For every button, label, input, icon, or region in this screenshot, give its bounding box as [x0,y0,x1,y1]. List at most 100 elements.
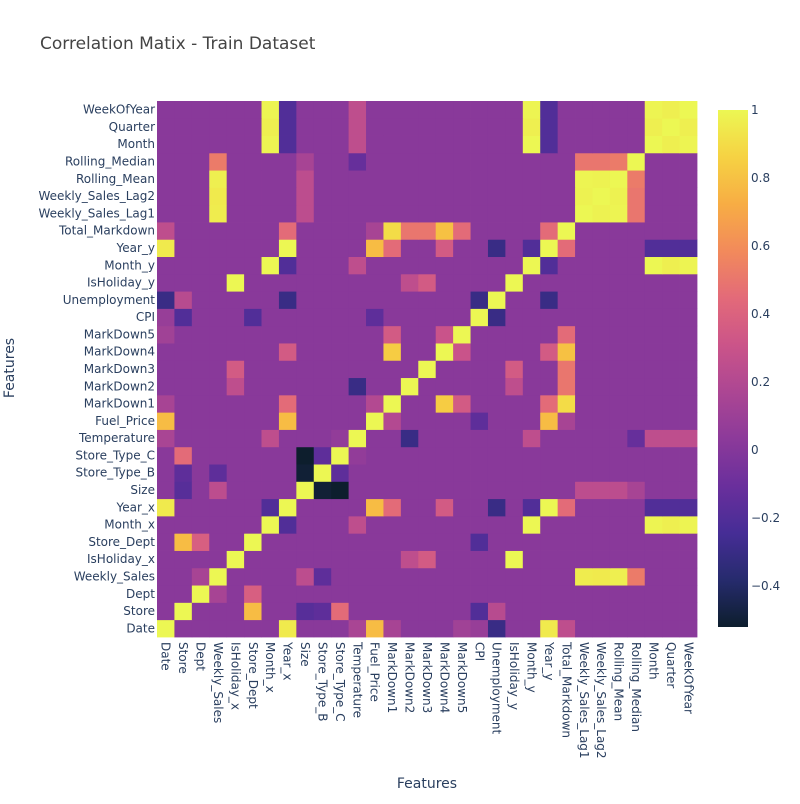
heatmap-cell [592,515,611,534]
heatmap-cell [209,118,228,136]
heatmap-cell [418,498,437,517]
heatmap-cell [331,308,350,327]
heatmap-cell [313,515,332,534]
heatmap-cell [470,619,489,638]
heatmap-cell [679,360,698,379]
heatmap-cell [261,343,280,361]
heatmap-cell [575,464,593,482]
heatmap-cell [487,619,506,638]
heatmap-cell [592,394,611,413]
heatmap-cell [418,343,437,361]
heatmap-cell [174,343,193,361]
heatmap-cell [366,291,384,309]
heatmap-cell [174,118,193,136]
heatmap-cell [418,256,437,275]
heatmap-cell [470,464,489,482]
heatmap-cell [522,291,541,309]
heatmap-cell [296,101,315,119]
heatmap-cell [261,308,280,327]
heatmap-cell [191,515,210,534]
heatmap-cell [331,550,350,569]
heatmap-cell [505,585,524,603]
heatmap-cell [540,533,559,551]
heatmap-cell [575,602,593,621]
heatmap-cell [296,464,315,482]
heatmap-cell [348,498,367,517]
heatmap-cell [453,585,471,603]
heatmap-cell [313,239,332,258]
heatmap-cell [575,135,593,154]
heatmap-cell [627,273,646,292]
y-tick-label: Year_x [115,500,155,514]
heatmap-cell [278,446,297,465]
heatmap-cell [226,135,245,154]
heatmap-cell [487,187,506,206]
heatmap-cell [557,481,576,500]
heatmap-cell [627,412,646,430]
heatmap-cell [435,222,454,240]
heatmap-cell [418,446,437,465]
heatmap-cell [522,135,541,154]
heatmap-cell [435,412,454,430]
heatmap-cell [435,118,454,136]
heatmap-cell [679,602,698,621]
heatmap-cell [244,170,262,188]
heatmap-cell [331,101,350,119]
heatmap-cell [191,429,210,448]
heatmap-cell [627,308,646,327]
heatmap-cell [313,256,332,275]
heatmap-cell [400,152,419,171]
heatmap-cell [366,567,384,586]
heatmap-cell [226,239,245,258]
heatmap-cell [296,585,315,603]
heatmap-cell [418,412,437,430]
heatmap-cell [575,446,593,465]
heatmap-cell [296,325,315,344]
heatmap-cell [522,118,541,136]
y-tick-label: Weekly_Sales_Lag1 [38,206,155,220]
heatmap-cell [418,101,437,119]
heatmap-cell [244,619,262,638]
heatmap-cell [278,602,297,621]
heatmap-cell [575,187,593,206]
heatmap-cell [470,377,489,396]
heatmap-cell [244,291,262,309]
heatmap-cell [191,602,210,621]
heatmap-cell [418,239,437,258]
heatmap-cell [366,308,384,327]
heatmap-cell [470,239,489,258]
heatmap-cell [644,377,663,396]
heatmap-cell [226,602,245,621]
heatmap-cell [453,152,471,171]
heatmap-cell [157,152,175,171]
heatmap-cell [435,377,454,396]
x-tick-label: Year_y [542,641,556,681]
heatmap-cell [470,585,489,603]
heatmap-cell [209,343,228,361]
heatmap-cell [627,533,646,551]
heatmap-cell [609,412,628,430]
heatmap-cell [261,291,280,309]
heatmap-cell [575,308,593,327]
heatmap-cell [366,394,384,413]
heatmap-cell [174,515,193,534]
heatmap-cell [226,446,245,465]
heatmap-cell [505,567,524,586]
heatmap-cell [174,273,193,292]
heatmap-cell [522,498,541,517]
heatmap-cell [575,585,593,603]
colorbar-tick-label: 0.4 [751,307,770,321]
heatmap-cell [609,187,628,206]
heatmap-cell [366,619,384,638]
heatmap-cell [244,308,262,327]
heatmap-cell [487,343,506,361]
heatmap-cell [470,273,489,292]
heatmap-cell [453,619,471,638]
heatmap-cell [400,429,419,448]
heatmap-cell [435,464,454,482]
heatmap-cell [296,550,315,569]
heatmap-cell [453,308,471,327]
heatmap-cell [435,619,454,638]
heatmap-cell [540,170,559,188]
heatmap-cell [662,533,680,551]
